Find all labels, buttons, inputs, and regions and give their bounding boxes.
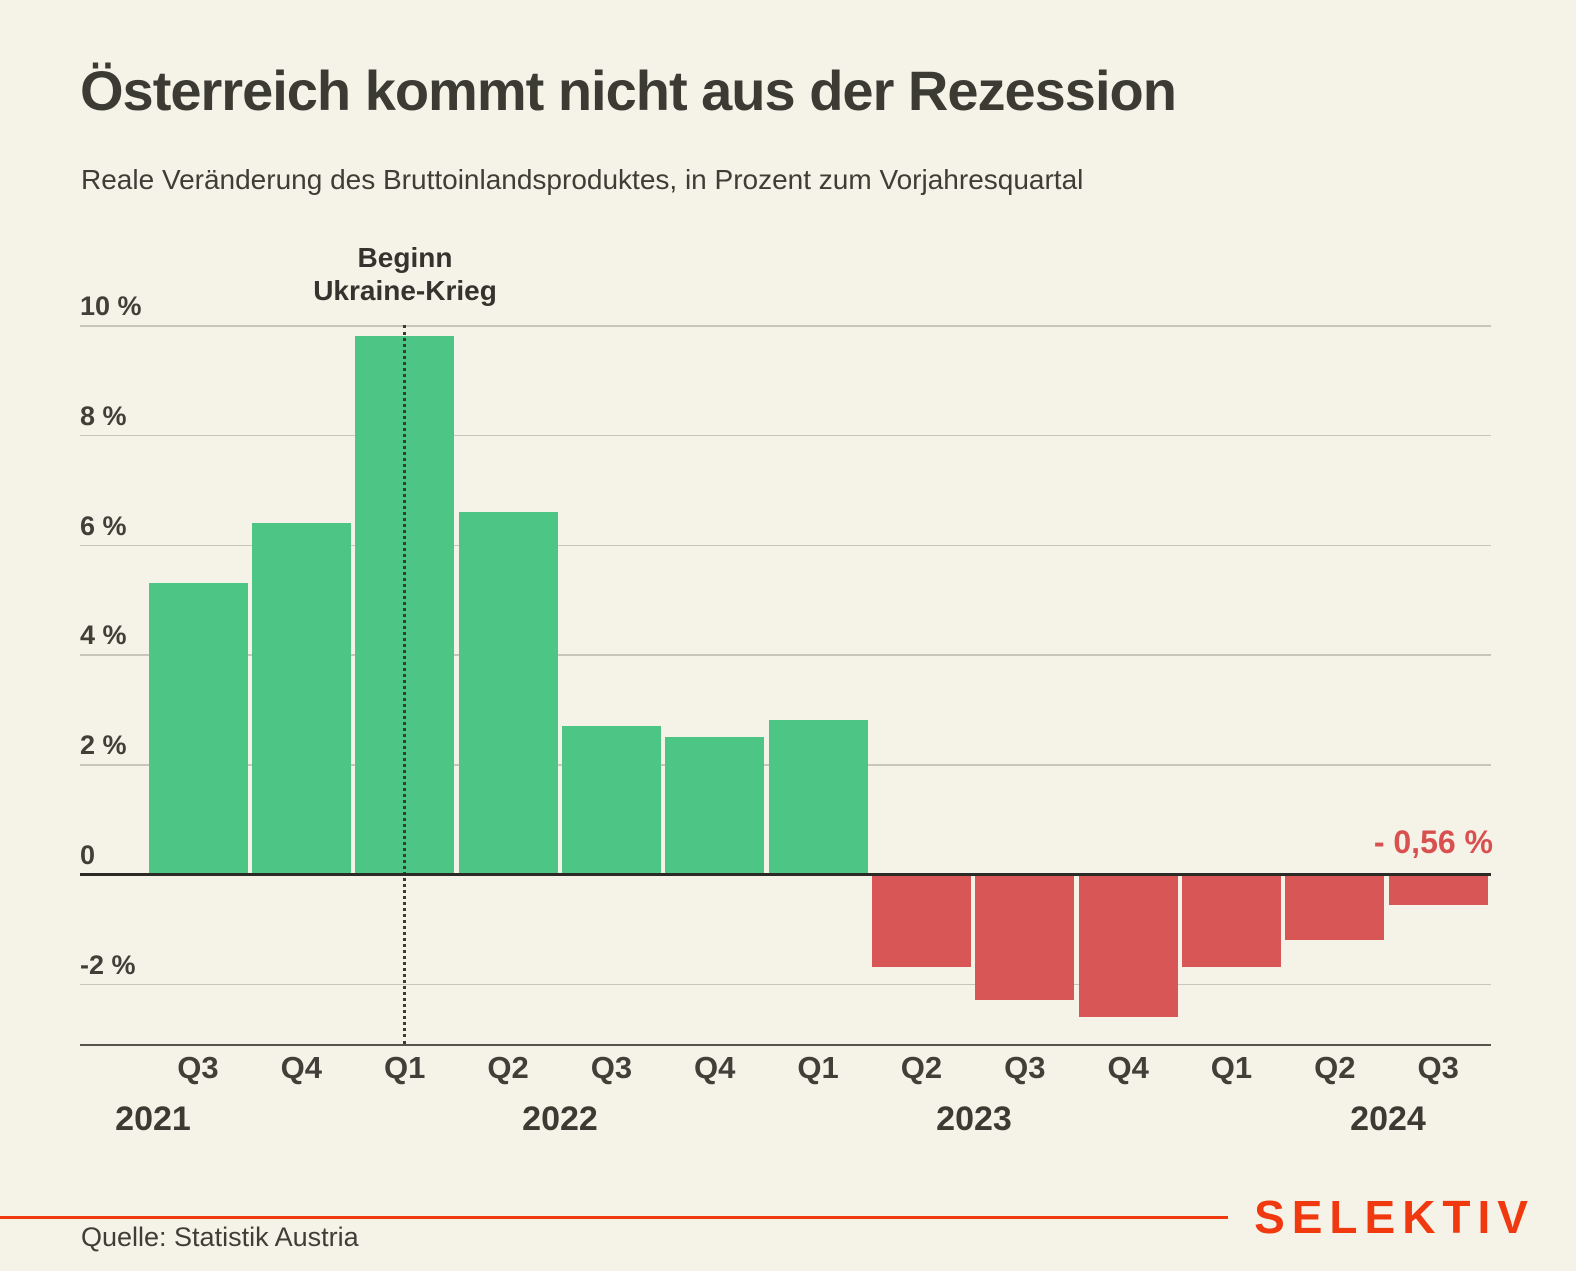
bar-2024-Q3: [1388, 874, 1488, 905]
year-label-2021: 2021: [115, 1100, 191, 1138]
year-label-2022: 2022: [522, 1100, 598, 1138]
y-axis-tick: 10 %: [80, 291, 142, 321]
y-axis-tick: 2 %: [80, 730, 127, 761]
bar-2022-Q2: [458, 511, 558, 874]
brand-logo: SELEKTIV: [1254, 1191, 1535, 1243]
x-axis-tick: Q4: [280, 1050, 323, 1085]
y-axis-tick: -2 %: [80, 949, 136, 980]
annotation-line-2: Ukraine-Krieg: [313, 275, 497, 306]
gridline-10: [80, 325, 1491, 327]
bar-2022-Q4: [665, 736, 765, 874]
bar-2024-Q1: [1182, 874, 1281, 968]
year-label-2024: 2024: [1350, 1100, 1426, 1138]
bar-2021-Q4: [251, 522, 351, 874]
x-axis-tick: Q4: [694, 1050, 736, 1085]
bar-2023-Q4: [1078, 874, 1178, 1017]
annotation-line-1: Beginn: [357, 242, 453, 273]
gridline-4: [80, 654, 1491, 656]
year-label-2023: 2023: [936, 1100, 1012, 1138]
bar-2022-Q3: [561, 725, 661, 874]
x-axis-tick: Q1: [384, 1050, 426, 1085]
x-axis-tick: Q2: [1314, 1050, 1356, 1085]
bar-2023-Q2: [871, 874, 971, 968]
x-axis-tick: Q3: [177, 1050, 219, 1085]
y-axis-tick: 8 %: [80, 400, 127, 431]
x-axis-tick: Q3: [1004, 1050, 1046, 1085]
x-axis-tick: Q2: [487, 1050, 529, 1085]
x-axis-tick: Q1: [797, 1050, 839, 1085]
bar-2021-Q3: [148, 583, 248, 874]
y-axis-tick: 4 %: [80, 620, 127, 651]
x-axis-tick: Q2: [900, 1050, 943, 1085]
gridline--2: [80, 983, 1491, 986]
last-value-label: - 0,56 %: [1373, 824, 1493, 860]
gridline-6: [80, 544, 1491, 547]
event-dotted-line: [403, 325, 407, 1044]
bar-2024-Q2: [1285, 874, 1385, 940]
bar-2023-Q3: [975, 874, 1075, 1001]
gridline-8: [80, 434, 1491, 437]
y-axis-tick: 0: [80, 840, 96, 870]
footer-accent-rule: [0, 1216, 1228, 1219]
zero-axis-line: [80, 872, 1491, 876]
source-note: Quelle: Statistik Austria: [81, 1222, 359, 1252]
x-axis-tick: Q3: [1417, 1050, 1459, 1085]
ukraine-war-annotation: Beginn Ukraine-Krieg: [245, 241, 565, 307]
bar-2023-Q1: [768, 720, 868, 874]
chart-subtitle: Reale Veränderung des Bruttoinlandsprodu…: [81, 164, 1084, 195]
x-axis-tick: Q3: [590, 1050, 633, 1085]
chart-title: Österreich kommt nicht aus der Rezession: [80, 59, 1177, 122]
y-axis-tick: 6 %: [80, 510, 127, 541]
x-axis-tick: Q4: [1107, 1050, 1149, 1085]
x-axis-line: [80, 1044, 1491, 1046]
x-axis-tick: Q1: [1210, 1050, 1253, 1085]
